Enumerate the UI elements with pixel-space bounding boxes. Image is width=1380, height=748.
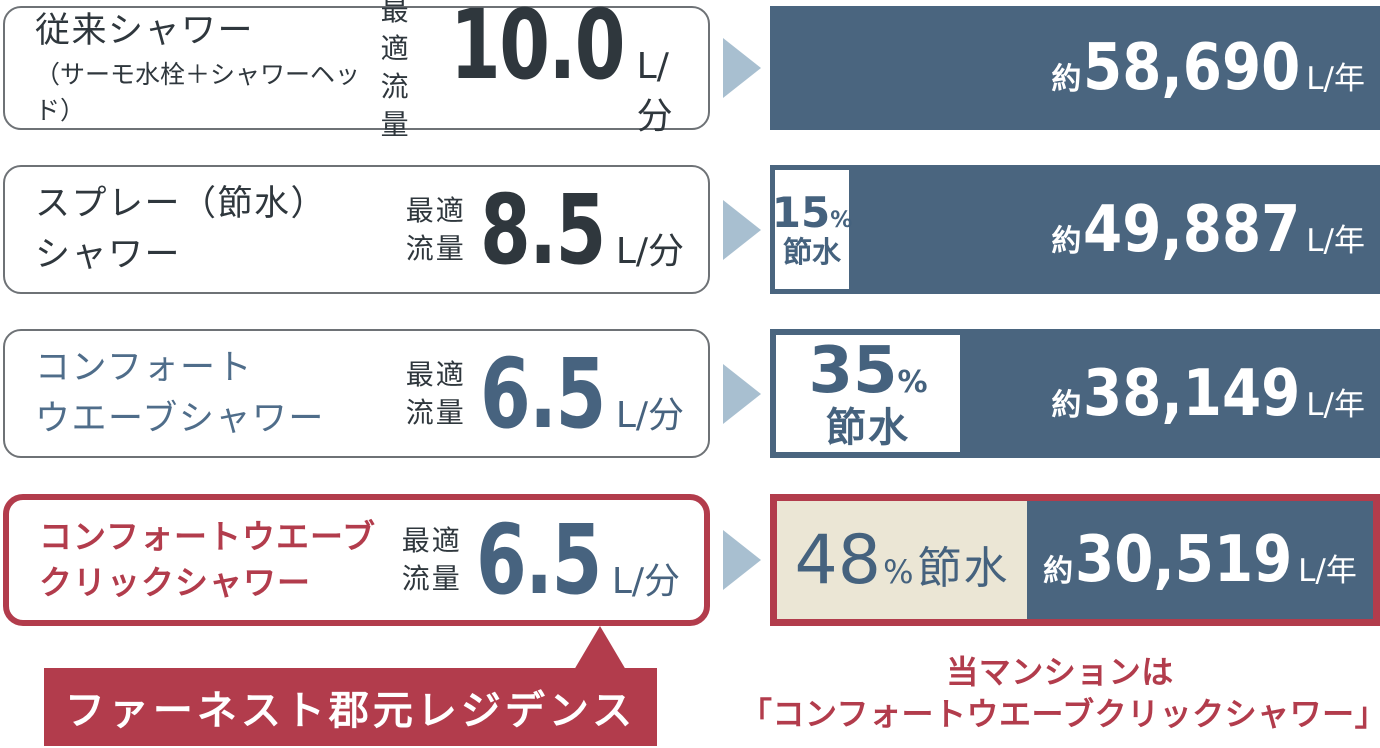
flow-rate-label: 最適 流量: [405, 357, 466, 429]
usage-bar-comfort-wave: 35% 節水 約 38,149 L/年: [770, 329, 1380, 458]
shower-name: 従来シャワー: [35, 11, 255, 52]
usage-segment: 約 30,519 L/年: [1027, 501, 1373, 619]
saving-label: 節水: [826, 405, 910, 452]
usage-approx: 約: [1051, 223, 1082, 259]
usage-value: 38,149: [1083, 356, 1301, 431]
usage-unit: L/年: [1306, 61, 1365, 97]
flow-rate-group: 最適 流量 6.5 L/分: [402, 512, 680, 608]
mansion-note-line2: 「コンフォートウエーブクリックシャワー」: [740, 695, 1380, 734]
saving-percent: 15%: [771, 188, 853, 238]
usage-value-group: 約 58,690 L/年: [1051, 36, 1365, 100]
building-name-banner: ファーネスト郡元レジデンス: [44, 668, 657, 746]
usage-bar-conventional: 約 58,690 L/年: [770, 6, 1380, 130]
shower-name-block: コンフォート ウエーブシャワー: [35, 343, 325, 445]
shower-name-line2: クリックシャワー: [39, 563, 311, 602]
flow-rate-value: 10.0: [449, 0, 625, 101]
usage-unit: L/年: [1298, 553, 1357, 589]
usage-value: 58,690: [1083, 31, 1301, 105]
arrow-right-icon: [723, 199, 761, 260]
row-spray-shower: スプレー（節水） シャワー 最適 流量 8.5 L/分 15% 節水 約 49,…: [0, 165, 1380, 294]
usage-value-group: 約 49,887 L/年: [1051, 198, 1365, 262]
flow-rate-value: 6.5: [479, 337, 606, 450]
flow-rate-number: 6.5 L/分: [476, 512, 680, 608]
spec-box-spray: スプレー（節水） シャワー 最適 流量 8.5 L/分: [3, 165, 710, 294]
callout-pointer-icon: [574, 626, 626, 670]
shower-name-line2: シャワー: [35, 234, 182, 275]
flow-rate-value: 6.5: [475, 504, 602, 616]
row-comfort-wave-click-shower: コンフォートウエーブ クリックシャワー 最適 流量 6.5 L/分 48% 節水 …: [0, 494, 1380, 626]
usage-approx: 約: [1043, 554, 1074, 589]
flow-rate-unit: L/分: [615, 230, 684, 272]
shower-subname: （サーモ水栓＋シャワーヘッド）: [35, 60, 361, 126]
row-conventional-shower: 従来シャワー （サーモ水栓＋シャワーヘッド） 最適 流量 10.0 L/分 約 …: [0, 0, 1380, 141]
spec-box-comfort-wave-click: コンフォートウエーブ クリックシャワー 最適 流量 6.5 L/分: [3, 494, 710, 626]
flow-rate-label: 最適 流量: [401, 524, 462, 595]
usage-approx: 約: [1051, 387, 1082, 423]
flow-rate-unit: L/分: [615, 394, 684, 436]
saving-percent: 35%: [808, 333, 928, 408]
arrow-right-icon: [723, 38, 761, 98]
flow-rate-group: 最適 流量 10.0 L/分: [381, 0, 684, 144]
usage-value: 49,887: [1083, 192, 1301, 267]
mansion-note: 当マンションは 「コンフォートウエーブクリックシャワー」: [740, 651, 1380, 735]
flow-rate-label: 最適 流量: [380, 0, 411, 141]
mansion-note-line1: 当マンションは: [946, 653, 1174, 691]
usage-value-group: 約 38,149 L/年: [1051, 362, 1365, 426]
flow-rate-number: 6.5 L/分: [480, 346, 684, 442]
usage-approx: 約: [1051, 62, 1082, 97]
flow-rate-number: 10.0 L/分: [450, 0, 684, 139]
saving-percent: 48% 節水: [794, 520, 1010, 600]
shower-name-block: スプレー（節水） シャワー: [35, 179, 327, 281]
spec-box-comfort-wave: コンフォート ウエーブシャワー 最適 流量 6.5 L/分: [3, 329, 710, 458]
saving-label: 節水: [917, 542, 1010, 594]
flow-rate-value: 8.5: [479, 173, 606, 286]
usage-bar-comfort-wave-click: 48% 節水 約 30,519 L/年: [770, 494, 1380, 626]
arrow-right-icon: [723, 530, 761, 590]
shower-name-block: コンフォートウエーブ クリックシャワー: [39, 514, 376, 606]
flow-rate-group: 最適 流量 8.5 L/分: [406, 182, 684, 278]
saving-label: 節水: [782, 235, 841, 270]
usage-bar-spray: 15% 節水 約 49,887 L/年: [770, 165, 1380, 294]
flow-rate-label: 最適 流量: [405, 193, 466, 265]
usage-value: 30,519: [1075, 523, 1293, 597]
arrow-right-icon: [723, 363, 761, 424]
saving-badge: 15% 節水: [772, 170, 852, 289]
shower-name: コンフォートウエーブ: [39, 516, 377, 556]
flow-rate-unit: L/分: [611, 561, 680, 602]
shower-name: コンフォート: [35, 347, 253, 388]
shower-name-line2: ウエーブシャワー: [35, 398, 325, 439]
row-comfort-wave-shower: コンフォート ウエーブシャワー 最適 流量 6.5 L/分 35% 節水 約 3…: [0, 329, 1380, 458]
saving-badge: 35% 節水: [776, 335, 960, 452]
flow-rate-number: 8.5 L/分: [480, 182, 684, 278]
usage-unit: L/年: [1306, 222, 1365, 259]
shower-name: スプレー（節水）: [35, 183, 328, 224]
saving-badge: 48% 節水: [777, 501, 1027, 619]
flow-rate-group: 最適 流量 6.5 L/分: [406, 346, 684, 442]
shower-name-block: 従来シャワー （サーモ水栓＋シャワーヘッド）: [35, 6, 381, 129]
usage-value-group: 約 30,519 L/年: [1043, 528, 1357, 592]
spec-box-conventional: 従来シャワー （サーモ水栓＋シャワーヘッド） 最適 流量 10.0 L/分: [3, 0, 710, 141]
flow-rate-unit: L/分: [636, 46, 673, 137]
usage-unit: L/年: [1306, 386, 1365, 423]
